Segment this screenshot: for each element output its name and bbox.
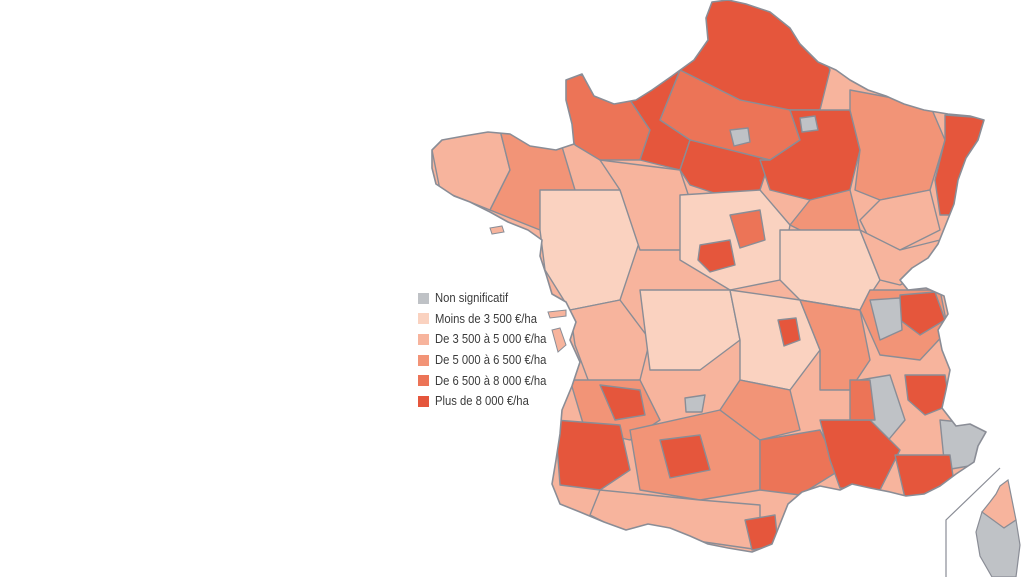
region-provence-west	[849, 379, 876, 421]
region-auvergne-hot	[777, 317, 801, 347]
region-aquitaine-hot	[599, 384, 646, 421]
legend-item: De 3 500 à 5 000 €/ha	[418, 329, 559, 350]
corsica-south	[975, 511, 1021, 577]
legend-swatch	[418, 375, 429, 387]
legend-item: Plus de 8 000 €/ha	[418, 391, 559, 412]
legend-label: De 6 500 à 8 000 €/ha	[435, 373, 547, 388]
legend-swatch	[418, 292, 429, 304]
region-midi-hot	[659, 434, 711, 479]
region-midi-east	[719, 379, 801, 441]
legend-label: Plus de 8 000 €/ha	[435, 394, 529, 409]
region-grey-central	[684, 394, 706, 413]
region-languedoc	[759, 429, 841, 496]
legend-item: Non significatif	[418, 288, 559, 309]
legend-label: Non significatif	[435, 291, 509, 306]
region-centre-hot	[697, 239, 736, 273]
legend-swatch	[418, 354, 429, 366]
legend-label: De 3 500 à 5 000 €/ha	[435, 332, 547, 347]
corsica-inset	[945, 467, 1021, 577]
mainland-outline	[431, 0, 987, 553]
region-var	[894, 454, 956, 499]
legend-label: De 5 000 à 6 500 €/ha	[435, 353, 547, 368]
inset-frame	[945, 467, 1001, 577]
legend-item: De 6 500 à 8 000 €/ha	[418, 370, 559, 391]
region-centre-hot2	[729, 209, 766, 249]
legend-item: De 5 000 à 6 500 €/ha	[418, 350, 559, 371]
region-alps-grey	[869, 297, 903, 341]
map-legend: Non significatif Moins de 3 500 €/ha De 3 …	[418, 288, 559, 412]
region-alps-east	[904, 374, 951, 416]
legend-label: Moins de 3 500 €/ha	[435, 311, 537, 326]
legend-swatch	[418, 333, 429, 345]
island-belle-ile	[489, 225, 505, 235]
legend-swatch	[418, 313, 429, 325]
region-lorraine	[849, 89, 946, 201]
legend-swatch	[418, 395, 429, 407]
island-oleron	[551, 327, 567, 353]
region-landes	[554, 419, 631, 491]
mainland-france	[431, 0, 987, 553]
region-paris-grey	[729, 127, 751, 147]
island-re	[547, 309, 567, 319]
legend-item: Moins de 3 500 €/ha	[418, 309, 559, 330]
region-champ-grey	[799, 115, 819, 133]
